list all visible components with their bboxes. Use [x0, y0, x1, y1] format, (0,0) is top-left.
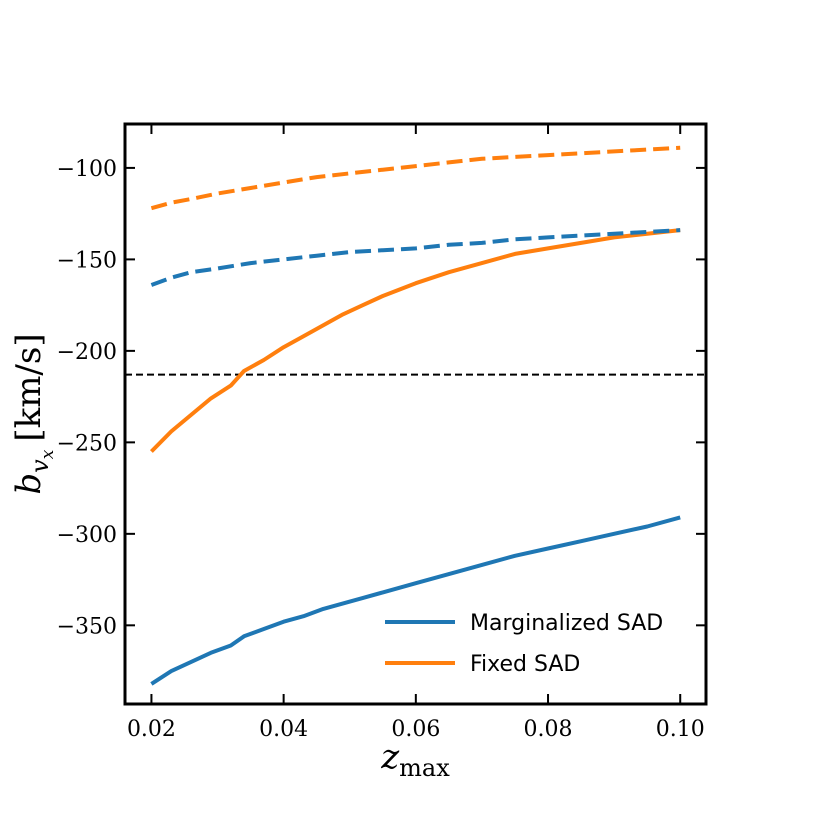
y-tick-label: −200	[57, 340, 117, 365]
ticks-layer: 0.02 0.04 0.06 0.08 0.10 −100 −150 −200 −250 −300…	[57, 124, 706, 742]
y-tick-label: −100	[57, 157, 117, 182]
y-tick-label: −300	[57, 523, 117, 548]
y-axis-label-unit: [km/s]	[9, 333, 49, 441]
y-tick-label: −150	[57, 248, 117, 273]
legend-label: Marginalized SAD	[470, 611, 663, 636]
plot-frame	[123, 122, 708, 706]
x-tick-label: 0.10	[656, 717, 705, 742]
series-line-marginalized-sad	[150, 515, 681, 686]
legend-label: Fixed SAD	[470, 652, 580, 677]
x-tick-label: 0.08	[524, 717, 573, 742]
x-tick-label: 0.06	[391, 717, 440, 742]
x-tick-label: 0.04	[259, 717, 308, 742]
x-axis-label-sub: max	[399, 754, 450, 782]
y-axis-label: bvx [km/s]	[9, 333, 58, 494]
x-axis-label: zmax	[380, 737, 450, 782]
y-tick-label: −350	[57, 614, 117, 639]
series-line-fixed-sad-dashed	[150, 145, 681, 211]
legend: Marginalized SAD Fixed SAD	[385, 611, 663, 677]
y-axis-label-base: b	[9, 473, 49, 495]
y-axis-label-sub: v	[26, 459, 54, 473]
series-line-marginalized-sad-dashed	[150, 228, 681, 287]
series-line-fixed-sad	[149, 228, 681, 453]
x-tick-label: 0.02	[127, 717, 176, 742]
y-tick-label: −250	[57, 431, 117, 456]
x-axis-label-base: z	[380, 737, 400, 777]
series-layer	[149, 145, 681, 686]
y-axis-label-subsub: x	[38, 449, 58, 459]
